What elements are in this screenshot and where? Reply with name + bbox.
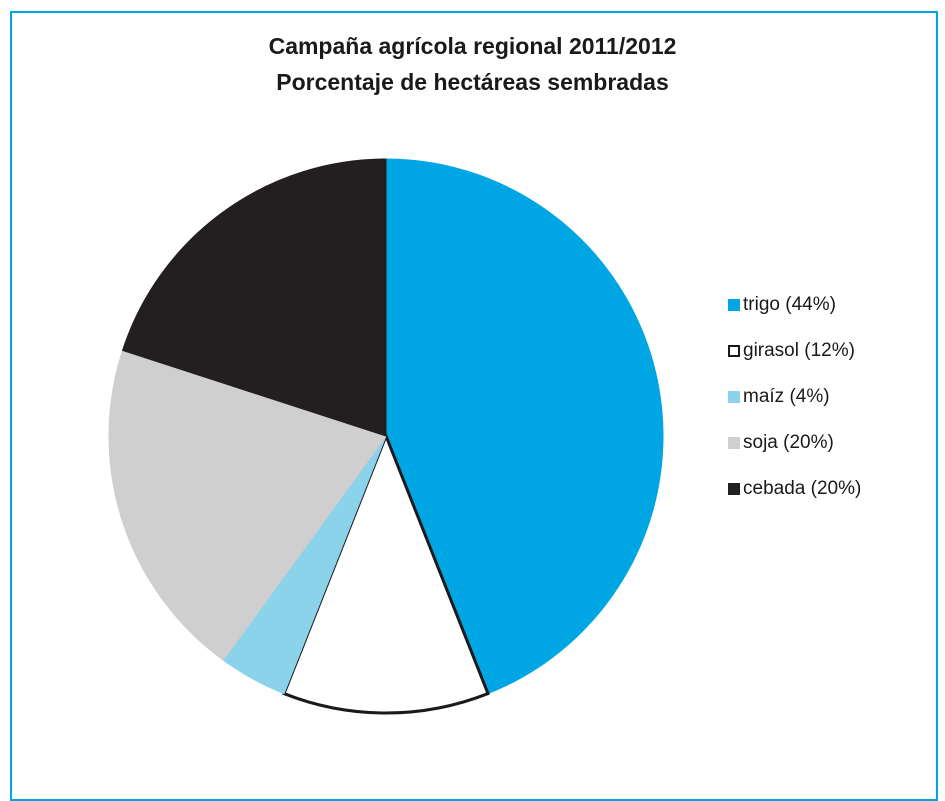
chart-title-block: Campaña agrícola regional 2011/2012 Porc… <box>0 28 945 100</box>
legend-label: trigo (44%) <box>743 294 836 315</box>
legend-item: soja (20%) <box>728 430 861 456</box>
legend-label: cebada (20%) <box>743 478 862 499</box>
chart-title: Campaña agrícola regional 2011/2012 <box>268 33 677 59</box>
legend-label: girasol (12%) <box>743 340 855 361</box>
pie-slice-1 <box>282 431 490 715</box>
legend-item: girasol (12%) <box>728 338 861 364</box>
legend-item: trigo (44%) <box>728 292 861 318</box>
chart-legend: trigo (44%) girasol (12%) maíz (4%) soja (2… <box>728 292 861 522</box>
legend-swatch <box>728 483 740 495</box>
legend-swatch <box>728 391 740 403</box>
pie-slices <box>108 158 664 715</box>
legend-item: maíz (4%) <box>728 384 861 410</box>
legend-label: soja (20%) <box>743 432 834 453</box>
legend-item: cebada (20%) <box>728 476 861 502</box>
pie-slice-4 <box>121 158 387 437</box>
legend-swatch <box>728 299 740 311</box>
legend-swatch <box>728 437 740 449</box>
pie-slice-3 <box>108 349 387 661</box>
chart-subtitle: Porcentaje de hectáreas sembradas <box>276 69 669 95</box>
legend-label: maíz (4%) <box>743 386 830 407</box>
pie-slice-0 <box>385 158 664 695</box>
legend-swatch <box>728 345 740 357</box>
